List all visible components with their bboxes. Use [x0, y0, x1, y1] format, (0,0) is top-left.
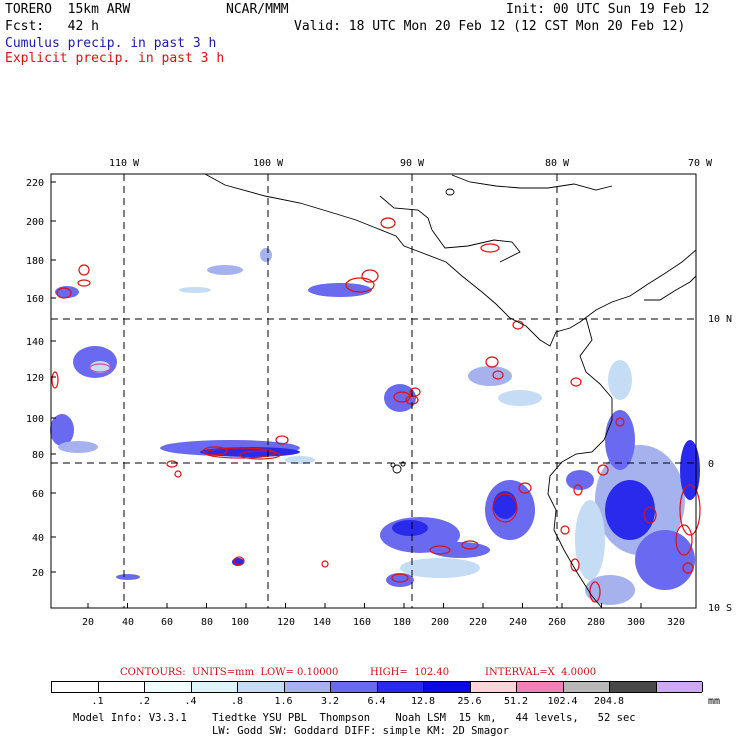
colorbar-swatch — [470, 682, 517, 692]
x-tick-label: 160 — [353, 617, 371, 628]
colorbar-level-label: .2 — [137, 696, 151, 707]
x-tick-label: 220 — [469, 617, 487, 628]
x-tick-label: 140 — [313, 617, 331, 628]
colorbar-level-label: 204.8 — [593, 696, 625, 707]
y-tick-label: 120 — [26, 373, 44, 384]
colorbar-level-label: 3.2 — [320, 696, 340, 707]
colorbar-unit: mm — [708, 696, 721, 707]
contours-high-info: HIGH= 102.40 — [370, 667, 450, 678]
colorbar-swatch — [377, 682, 424, 692]
forecast-hour: Fcst: 42 h — [5, 19, 99, 34]
y-tick-label: 140 — [26, 337, 44, 348]
x-tick-label: 240 — [509, 617, 527, 628]
colorbar-swatch — [610, 682, 657, 692]
x-tick-label: 200 — [431, 617, 449, 628]
colorbar-swatch — [331, 682, 378, 692]
y-tick-label: 40 — [32, 533, 44, 544]
x-tick-label: 280 — [587, 617, 605, 628]
x-tick-label: 300 — [627, 617, 645, 628]
valid-time: Valid: 18 UTC Mon 20 Feb 12 (12 CST Mon … — [294, 19, 686, 34]
y-tick-label: 220 — [26, 178, 44, 189]
colorbar-swatch — [424, 682, 471, 692]
explicit-precip-contours — [51, 217, 701, 603]
cumulus-precip-shading — [50, 248, 700, 605]
x-tick-label: 60 — [161, 617, 173, 628]
model-title: TORERO 15km ARW — [5, 2, 131, 17]
legend-cumulus-precip: Cumulus precip. in past 3 h — [5, 36, 217, 51]
x-tick-label: 320 — [667, 617, 685, 628]
init-time: Init: 00 UTC Sun 19 Feb 12 — [506, 2, 710, 17]
colorbar-level-label: 12.8 — [410, 696, 436, 707]
colorbar-swatch — [145, 682, 192, 692]
colorbar-level-label: 51.2 — [503, 696, 529, 707]
colorbar-level-label: 25.6 — [457, 696, 482, 707]
y-tick-label: 180 — [26, 256, 44, 267]
x-tick-label: 180 — [393, 617, 411, 628]
colorbar-level-label: .4 — [184, 696, 197, 707]
lon-label-80w: 80 W — [545, 158, 570, 169]
y-tick-label: 20 — [32, 568, 44, 579]
y-tick-label: 200 — [26, 217, 44, 228]
axis-tick-marks — [51, 181, 642, 608]
x-tick-label: 260 — [548, 617, 566, 628]
x-tick-label: 100 — [231, 617, 249, 628]
y-tick-label: 80 — [32, 450, 44, 461]
colorbar-swatch — [52, 682, 99, 692]
lat-label-10n: 10 N — [708, 314, 732, 325]
lon-label-90w: 90 W — [400, 158, 425, 169]
colorbar-swatch — [517, 682, 564, 692]
lat-lon-gridlines — [51, 174, 696, 608]
colorbar-level-label: .1 — [91, 696, 104, 707]
lat-label-10s: 10 S — [708, 603, 732, 614]
lon-label-100w: 100 W — [253, 158, 284, 169]
y-tick-label: 60 — [32, 489, 44, 500]
lon-label-70w: 70 W — [688, 158, 713, 169]
y-tick-label: 160 — [26, 294, 44, 305]
model-info-line1: Model Info: V3.3.1 Tiedtke YSU PBL Thomp… — [73, 712, 636, 724]
x-tick-label: 120 — [277, 617, 295, 628]
colorbar-level-label: 1.6 — [274, 696, 293, 707]
plot-frame — [50, 173, 697, 609]
lon-label-110w: 110 W — [109, 158, 140, 169]
x-tick-label: 20 — [82, 617, 94, 628]
contours-interval-info: INTERVAL=X 4.0000 — [485, 667, 597, 678]
contours-units-info: CONTOURS: UNITS=mm LOW= 0.10000 — [120, 667, 339, 678]
model-info-line2: LW: Godd SW: Goddard DIFF: simple KM: 2D… — [212, 725, 510, 737]
lat-label-0: 0 — [708, 459, 714, 470]
colorbar-level-label: 6.4 — [367, 696, 386, 707]
colorbar-swatch — [656, 682, 703, 692]
colorbar-swatch — [563, 682, 610, 692]
colorbar-swatch — [284, 682, 331, 692]
precip-colorbar — [51, 681, 703, 693]
x-tick-label: 80 — [201, 617, 213, 628]
colorbar-swatch — [191, 682, 238, 692]
colorbar-level-label: 102.4 — [547, 696, 578, 707]
colorbar-level-label: .8 — [230, 696, 244, 707]
colorbar-swatch — [98, 682, 145, 692]
x-tick-label: 40 — [122, 617, 134, 628]
y-tick-label: 100 — [26, 414, 44, 425]
colorbar-swatch — [238, 682, 285, 692]
organization-label: NCAR/MMM — [226, 2, 289, 17]
legend-explicit-precip: Explicit precip. in past 3 h — [5, 51, 225, 66]
